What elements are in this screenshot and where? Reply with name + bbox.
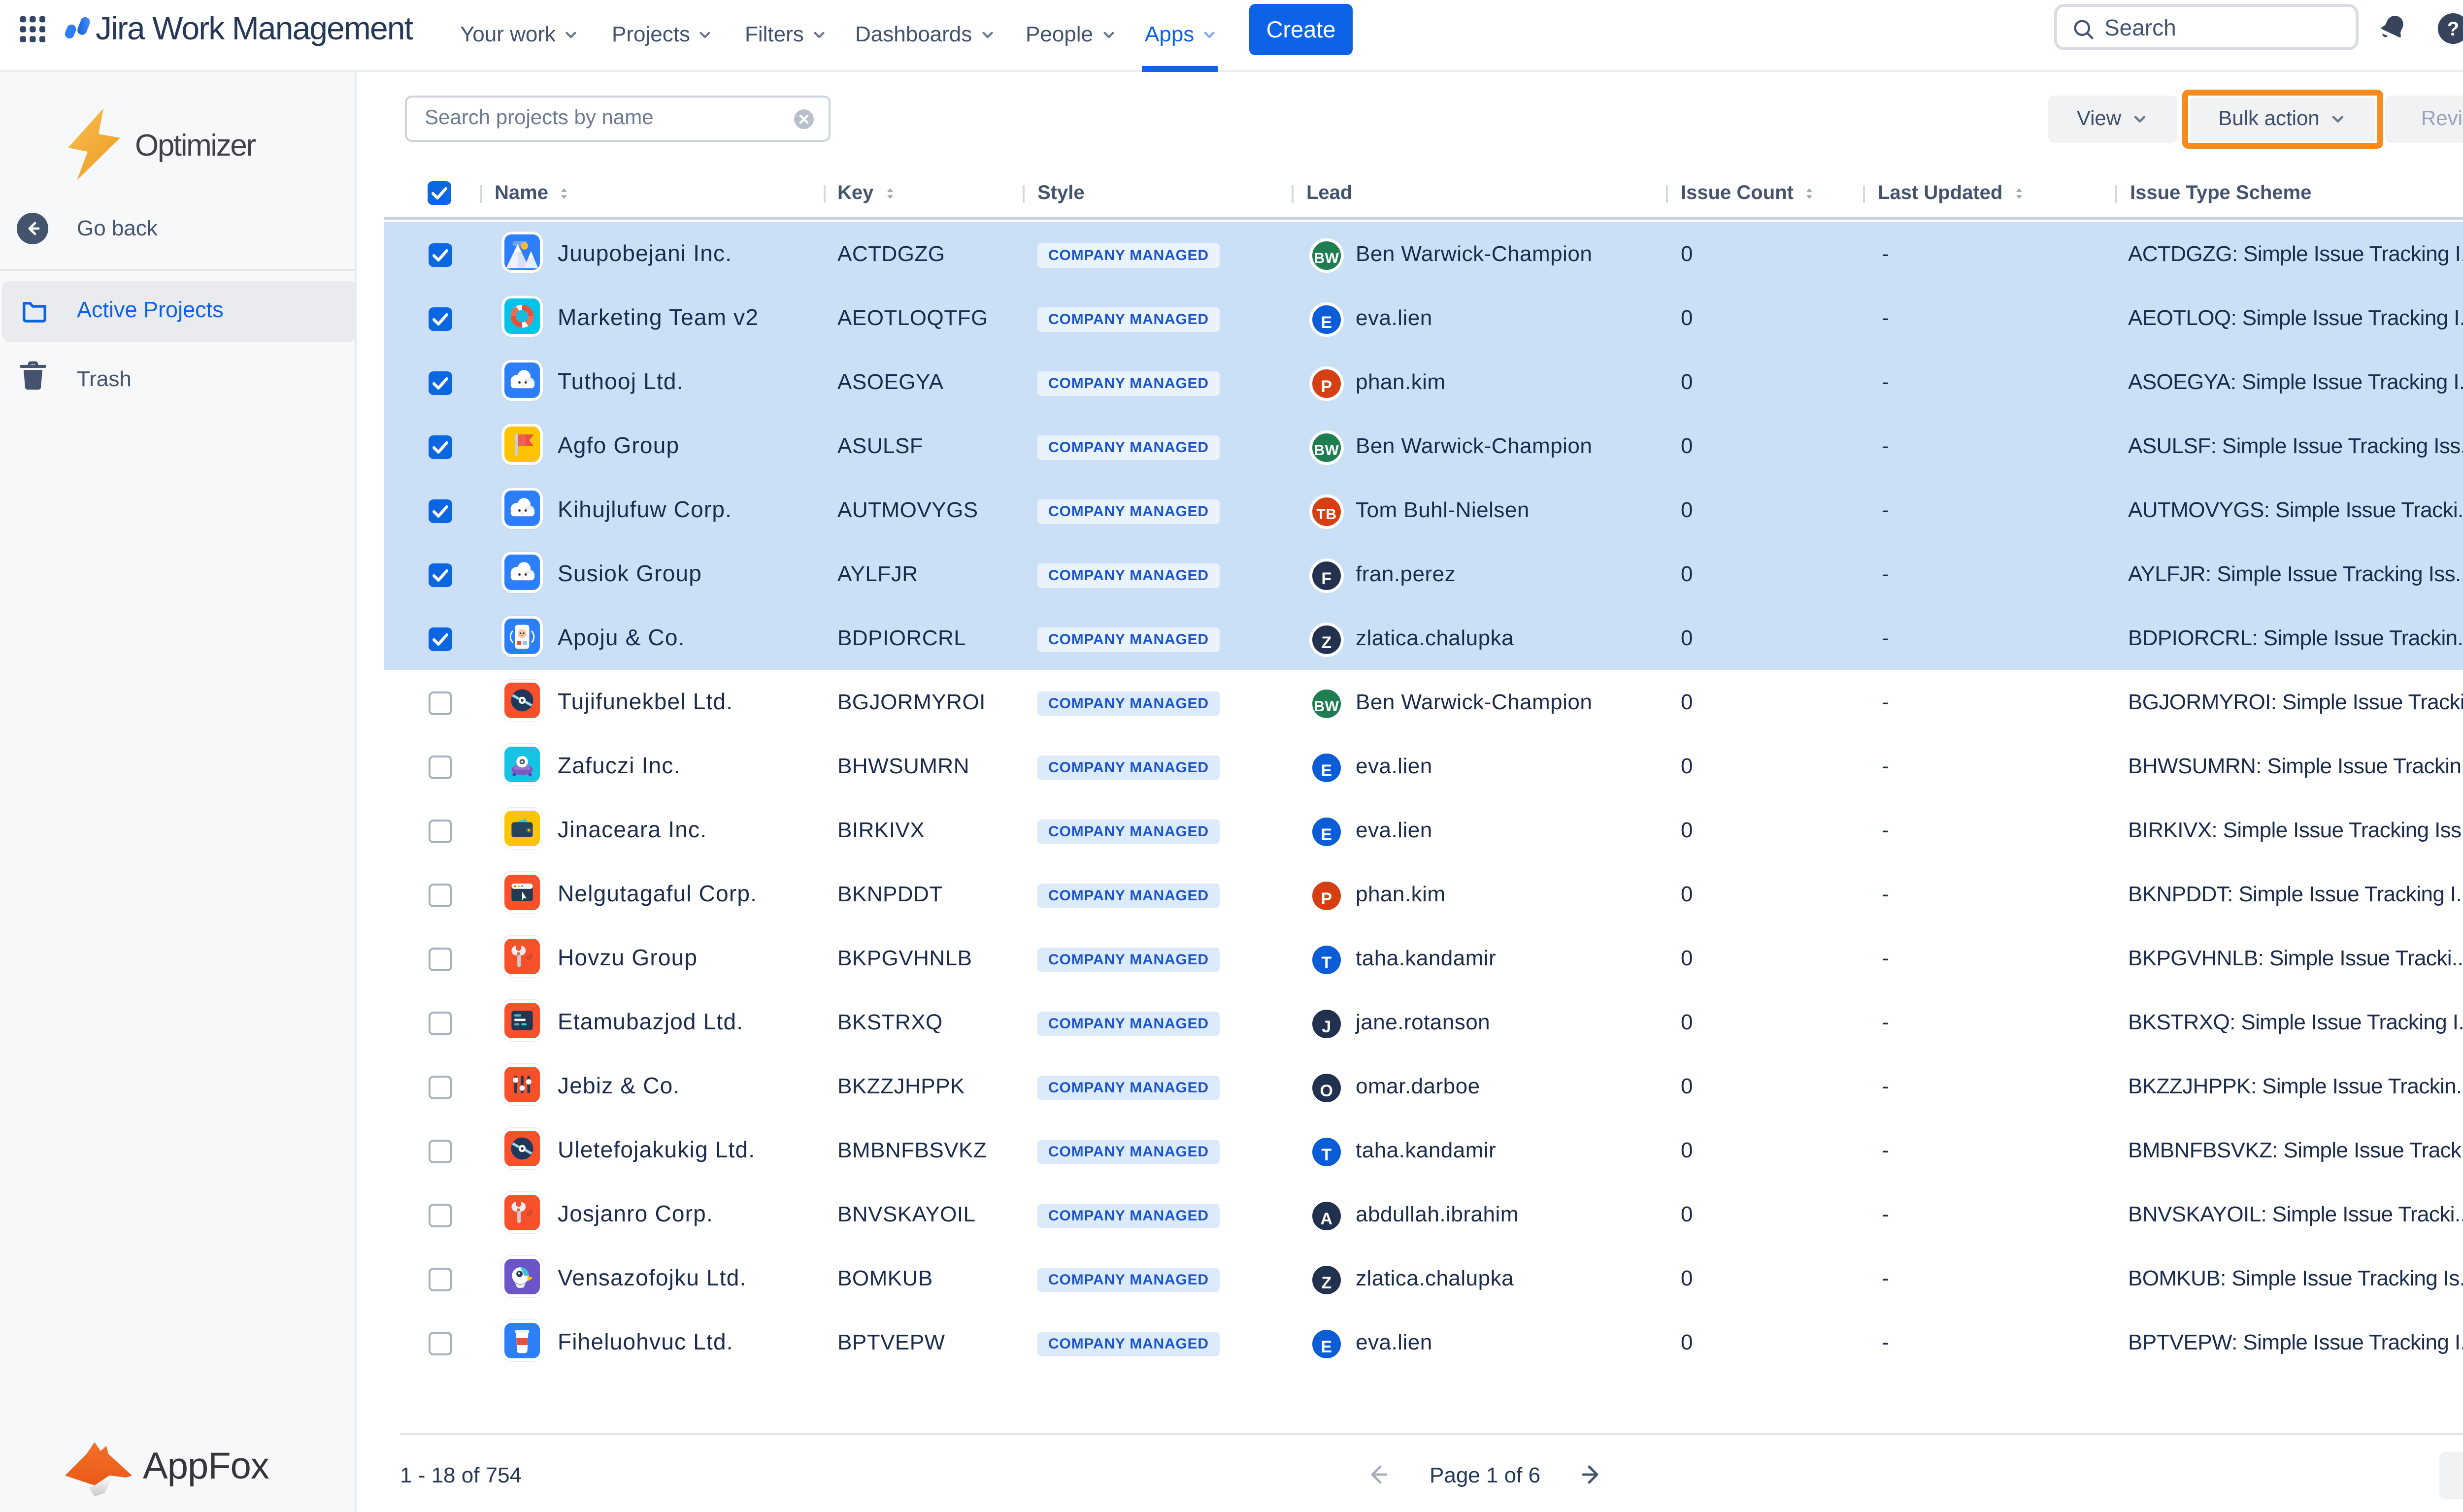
svg-text:?: ?	[2447, 18, 2459, 40]
